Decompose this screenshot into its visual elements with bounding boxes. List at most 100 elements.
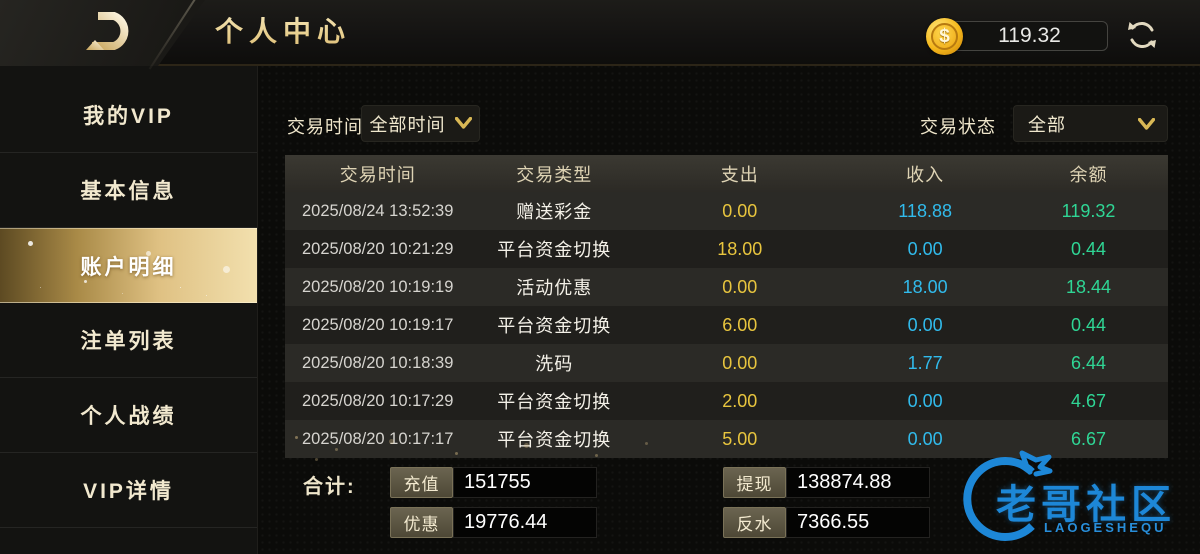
- cell-income: 18.00: [902, 276, 948, 297]
- cell-balance: 119.32: [1061, 200, 1116, 221]
- col-header-income: 收入: [906, 164, 945, 185]
- page-title: 个人中心: [215, 0, 351, 66]
- transaction-time-label: 交易时间: [287, 117, 363, 137]
- cell-expense: 2.00: [722, 390, 758, 411]
- col-header-balance: 余额: [1069, 164, 1108, 185]
- transaction-status-select[interactable]: 全部: [1013, 105, 1168, 142]
- total-rebate-field: 反水 7366.55: [723, 507, 930, 538]
- cell-income: 0.00: [907, 390, 943, 411]
- total-deposit-field: 充值 151755: [390, 467, 597, 498]
- deposit-chip: 充值: [390, 467, 453, 498]
- cell-expense: 0.00: [722, 200, 758, 221]
- cell-expense: 0.00: [722, 352, 758, 373]
- cell-type: 平台资金切换: [497, 392, 612, 412]
- sidebar-item-label: 账户明细: [80, 255, 177, 279]
- col-header-expense: 支出: [720, 164, 759, 185]
- cell-balance: 0.44: [1070, 314, 1107, 335]
- cell-balance: 0.44: [1070, 238, 1107, 259]
- table-row: 2025/08/20 10:21:29 平台资金切换 18.00 0.00 0.…: [285, 230, 1168, 268]
- cell-time: 2025/08/20 10:21:29: [302, 239, 454, 258]
- bonus-chip: 优惠: [390, 507, 453, 538]
- sidebar-item-vip-details[interactable]: VIP详情: [0, 453, 257, 528]
- table-row: 2025/08/20 10:17:29 平台资金切换 2.00 0.00 4.6…: [285, 382, 1168, 420]
- sidebar-item-label: 个人战绩: [80, 405, 177, 428]
- col-header-type: 交易类型: [516, 164, 593, 185]
- cell-type: 平台资金切换: [497, 316, 612, 336]
- table-row: 2025/08/20 10:19:19 活动优惠 0.00 18.00 18.4…: [285, 268, 1168, 306]
- sidebar-item-label: VIP详情: [83, 480, 174, 503]
- cell-income: 118.88: [898, 200, 952, 221]
- filter-bar: 交易时间 全部时间 交易状态 全部: [285, 105, 1168, 142]
- cell-time: 2025/08/20 10:18:39: [302, 353, 454, 372]
- cell-type: 活动优惠: [516, 278, 593, 298]
- sidebar-item-account-details[interactable]: 账户明细: [0, 228, 257, 303]
- cell-expense: 18.00: [717, 238, 763, 259]
- transaction-status-label: 交易状态: [920, 117, 996, 137]
- deposit-value: 151755: [453, 467, 597, 498]
- cell-type: 洗码: [535, 354, 574, 374]
- sidebar: 我的VIP 基本信息 账户明细 注单列表 个人战绩 VIP详情: [0, 66, 258, 554]
- cell-time: 2025/08/20 10:17:29: [302, 391, 454, 410]
- cell-type: 平台资金切换: [497, 240, 612, 260]
- transactions-table: 交易时间 交易类型 支出 收入 余额 2025/08/24 13:52:39 赠…: [285, 155, 1168, 458]
- refresh-icon: [1128, 21, 1156, 49]
- cell-expense: 6.00: [722, 314, 758, 335]
- cell-income: 1.77: [907, 352, 943, 373]
- withdraw-chip: 提现: [723, 467, 786, 498]
- cell-time: 2025/08/24 13:52:39: [302, 201, 454, 220]
- sidebar-item-label: 我的VIP: [83, 105, 174, 128]
- brand-logo-icon: [82, 10, 140, 61]
- cell-balance: 18.44: [1065, 276, 1112, 297]
- totals-column-left: 充值 151755 优惠 19776.44: [390, 458, 597, 538]
- cell-time: 2025/08/20 10:19:19: [302, 277, 454, 296]
- top-bar: 个人中心 $ 119.32: [0, 0, 1200, 70]
- cell-time: 2025/08/20 10:17:17: [302, 429, 454, 448]
- table-row: 2025/08/20 10:19:17 平台资金切换 6.00 0.00 0.4…: [285, 306, 1168, 344]
- balance-value: 119.32: [998, 24, 1061, 47]
- cell-time: 2025/08/20 10:19:17: [302, 315, 454, 334]
- col-header-time: 交易时间: [339, 164, 416, 185]
- balance-group: $ 119.32: [926, 18, 1160, 55]
- table-row: 2025/08/20 10:17:17 平台资金切换 5.00 0.00 6.6…: [285, 420, 1168, 458]
- cell-balance: 4.67: [1070, 390, 1107, 411]
- selected-time-option: 全部时间: [369, 114, 446, 135]
- totals-summary: 合计: 充值 151755 优惠 19776.44 提现 138874.88 反…: [285, 458, 1168, 554]
- cell-income: 0.00: [907, 428, 943, 449]
- transaction-time-select[interactable]: 全部时间: [361, 105, 480, 142]
- bonus-value: 19776.44: [453, 507, 597, 538]
- totals-column-right: 提现 138874.88 反水 7366.55: [723, 458, 930, 538]
- totals-label: 合计:: [303, 476, 356, 498]
- sidebar-item-my-vip[interactable]: 我的VIP: [0, 78, 257, 153]
- sidebar-item-personal-record[interactable]: 个人战绩: [0, 378, 257, 453]
- refresh-balance-button[interactable]: [1124, 18, 1160, 54]
- sparkle-decoration: [295, 436, 298, 439]
- chevron-down-icon: [1138, 118, 1155, 130]
- table-row: 2025/08/20 10:18:39 洗码 0.00 1.77 6.44: [285, 344, 1168, 382]
- cell-type: 平台资金切换: [497, 430, 612, 450]
- rebate-chip: 反水: [723, 507, 786, 538]
- cell-income: 0.00: [907, 314, 943, 335]
- sidebar-item-bet-list[interactable]: 注单列表: [0, 303, 257, 378]
- balance-input[interactable]: $ 119.32: [926, 18, 1108, 55]
- chevron-down-icon: [454, 117, 472, 129]
- coin-icon: $: [926, 18, 963, 55]
- table-row: 2025/08/24 13:52:39 赠送彩金 0.00 118.88 119…: [285, 192, 1168, 230]
- cell-income: 0.00: [907, 238, 943, 259]
- sidebar-item-label: 注单列表: [80, 330, 177, 353]
- withdraw-value: 138874.88: [786, 467, 930, 498]
- cell-balance: 6.44: [1070, 352, 1107, 373]
- cell-type: 赠送彩金: [516, 202, 593, 222]
- sidebar-item-label: 基本信息: [80, 180, 177, 203]
- cell-expense: 0.00: [722, 276, 758, 297]
- total-bonus-field: 优惠 19776.44: [390, 507, 597, 538]
- selected-status-option: 全部: [1028, 114, 1066, 135]
- cell-expense: 5.00: [722, 428, 758, 449]
- total-withdraw-field: 提现 138874.88: [723, 467, 930, 498]
- sparkle-decoration: [28, 241, 33, 246]
- account-details-panel: 交易时间 全部时间 交易状态 全部 交易时间 交易类型 支出 收入: [285, 66, 1168, 554]
- rebate-value: 7366.55: [786, 507, 930, 538]
- table-header-row: 交易时间 交易类型 支出 收入 余额: [285, 155, 1168, 192]
- sidebar-item-basic-info[interactable]: 基本信息: [0, 153, 257, 228]
- cell-balance: 6.67: [1070, 428, 1107, 449]
